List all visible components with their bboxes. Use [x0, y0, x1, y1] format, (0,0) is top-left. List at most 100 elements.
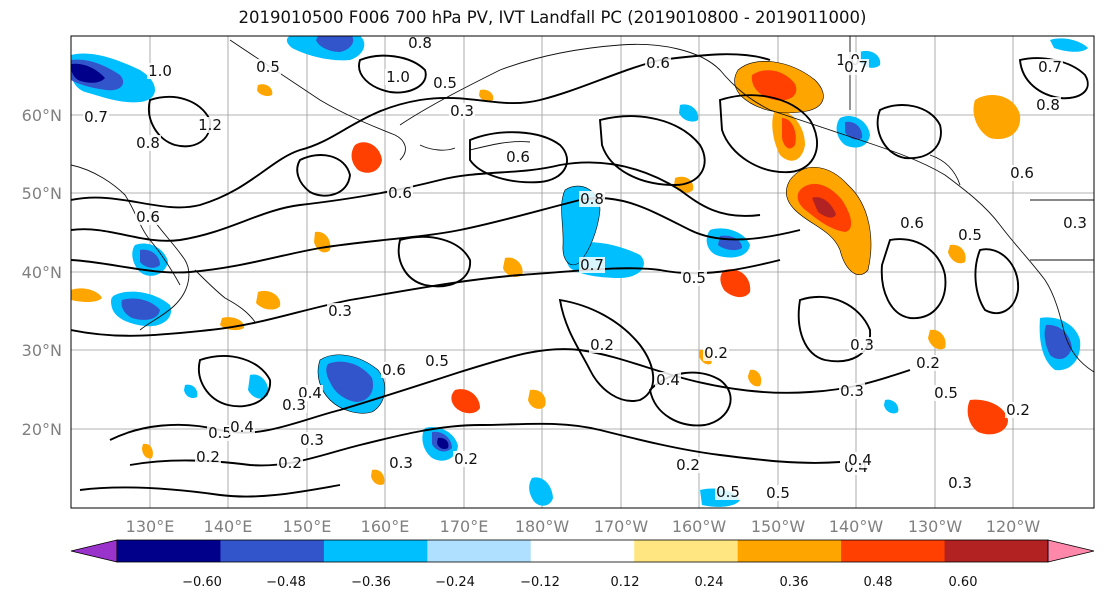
shaded-fields [71, 36, 1088, 507]
contour-label-bg [453, 451, 479, 467]
contour-label: 0.6 [136, 208, 160, 226]
lon-label-130w: 130°W [908, 517, 963, 536]
lon-label-170w: 170°W [594, 517, 649, 536]
contour-label: 0.5 [208, 424, 232, 442]
colorbar-segment [634, 540, 739, 562]
colorbar-segment [737, 540, 842, 562]
contour-label-bg [957, 227, 983, 243]
contour-label-bg [327, 303, 353, 319]
contour-label-bg [843, 59, 869, 75]
contour-label-bg [135, 135, 161, 151]
contour-label-bg [387, 185, 413, 201]
contour-label-bg [847, 452, 873, 468]
contour-label: 0.3 [1063, 214, 1087, 232]
contour-label-bg [1009, 165, 1035, 181]
colorbar-tick-label: 0.12 [611, 575, 640, 590]
contour-label-bg [449, 103, 475, 119]
contour-label-bg [1037, 59, 1063, 75]
lon-label-140w: 140°W [829, 517, 884, 536]
contour-label: 1.2 [198, 116, 222, 134]
contour-label: 0.2 [454, 450, 478, 468]
lat-label-30n: 30°N [22, 341, 62, 360]
colorbar-extend-high [1047, 539, 1095, 563]
colorbar-tick-label: 0.24 [695, 575, 724, 590]
contour-label: 0.6 [506, 148, 530, 166]
contour-label: 0.8 [136, 134, 160, 152]
contour-label: 0.3 [450, 102, 474, 120]
contour-label: 0.8 [408, 34, 432, 52]
contour-label-bg [135, 209, 161, 225]
contour-label-bg [229, 419, 255, 435]
contour-label: 0.3 [948, 474, 972, 492]
lon-label-120w: 120°W [986, 517, 1041, 536]
lon-label-160w: 160°W [672, 517, 727, 536]
contour-label: 0.6 [646, 54, 670, 72]
lon-label-170e: 170°E [440, 517, 489, 536]
contour-label: 1.0 [386, 68, 410, 86]
contour-label-bg [915, 355, 941, 371]
contour-label: 0.6 [900, 214, 924, 232]
contour-label: 0.6 [388, 184, 412, 202]
contour-label: 0.2 [590, 336, 614, 354]
longitude-labels: 130°E 140°E 150°E 160°E 170°E 180°W 170°… [126, 517, 1041, 536]
colorbar-tick-label: 0.36 [780, 575, 809, 590]
contour-label: 0.3 [389, 454, 413, 472]
contour-label: 0.2 [1006, 401, 1030, 419]
contour-labels: 1.0 0.7 0.8 1.2 0.5 0.6 0.8 0.5 1.0 0.3 0.6 0.6 0.8 0… [83, 34, 1088, 502]
colorbar-extend-low [70, 539, 118, 563]
contour-label-bg [947, 475, 973, 491]
contour-label: 0.5 [682, 269, 706, 287]
contour-label-bg [432, 75, 458, 91]
contour-label-bg [765, 485, 791, 501]
contour-label-bg [197, 117, 223, 133]
contour-label-bg [381, 362, 407, 378]
contour-label-bg [715, 484, 741, 500]
colorbar-tick-label: −0.36 [351, 575, 391, 590]
contour-label-bg [1005, 402, 1031, 418]
contour-label-bg [147, 63, 173, 79]
colorbar-segment [841, 540, 946, 562]
contour-label: 0.3 [850, 336, 874, 354]
contour-label: 0.8 [1036, 96, 1060, 114]
map-frame [70, 35, 1095, 509]
colorbar-tick-label: 0.48 [864, 575, 893, 590]
contour-label: 0.3 [328, 302, 352, 320]
contour-label: 0.7 [1038, 58, 1062, 76]
contour-label-bg [195, 449, 221, 465]
contour-label: 1.0 [148, 62, 172, 80]
contour-label-bg [645, 55, 671, 71]
contour-label-bg [385, 69, 411, 85]
contour-label: 0.8 [580, 190, 604, 208]
colorbar-tick-label: −0.48 [266, 575, 306, 590]
contour-label: 0.4 [656, 371, 680, 389]
contour-label-bg [1035, 97, 1061, 113]
contour-label-bg [407, 36, 433, 51]
lon-label-150w: 150°W [751, 517, 806, 536]
colorbar-segment [323, 540, 428, 562]
contour-label-bg [255, 59, 281, 75]
contour-label: 0.4 [230, 418, 254, 436]
colorbar-segment [117, 540, 221, 562]
contour-label-bg [388, 455, 414, 471]
lon-label-180w: 180°W [515, 517, 570, 536]
contour-label: 0.3 [300, 431, 324, 449]
contour-label-bg [681, 270, 707, 286]
contour-label: 0.5 [766, 484, 790, 502]
contour-label-bg [281, 397, 307, 413]
lon-label-160e: 160°E [361, 517, 410, 536]
colorbar-tick-label: −0.12 [520, 575, 560, 590]
contour-label: 0.7 [84, 108, 108, 126]
contour-label-bg [424, 353, 450, 369]
contour-label: 0.2 [196, 448, 220, 466]
colorbar-tick-label: −0.24 [435, 575, 475, 590]
contour-label-bg [675, 457, 701, 473]
contour-label: 0.6 [1010, 164, 1034, 182]
lat-label-50n: 50°N [22, 184, 62, 203]
contour-label-bg [849, 337, 875, 353]
contour-label: 0.2 [278, 454, 302, 472]
contour-label-bg [703, 345, 729, 361]
contour-label: 0.5 [958, 226, 982, 244]
contour-label: 0.5 [256, 58, 280, 76]
contour-label: 0.4 [848, 451, 872, 469]
colorbar-segment [530, 540, 635, 562]
